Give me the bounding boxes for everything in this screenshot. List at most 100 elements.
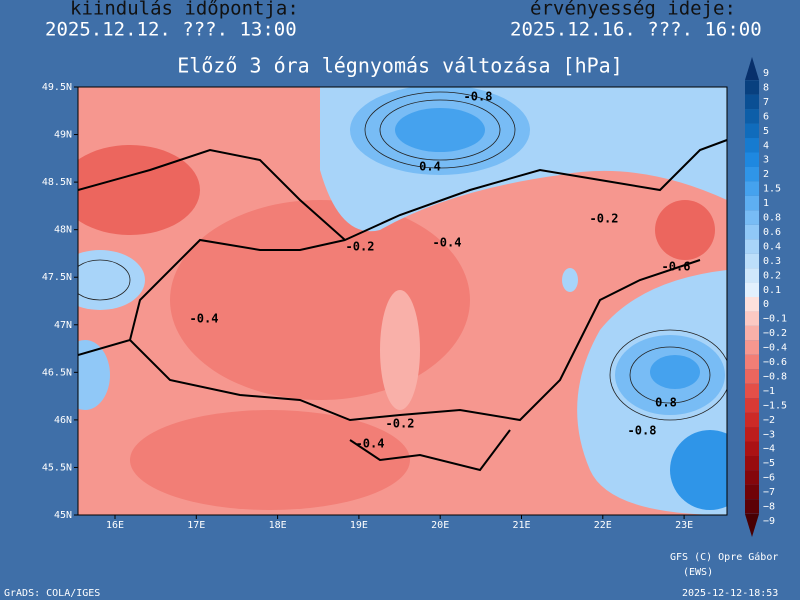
contour-label: -0.4	[190, 312, 219, 326]
colorbar-label: 0.4	[763, 241, 781, 252]
colorbar-label: −1.5	[763, 400, 787, 411]
colorbar-label: 6	[763, 111, 769, 122]
map-field	[78, 87, 727, 515]
colorbar-label: 1	[763, 198, 769, 209]
lat-label: 47N	[54, 320, 72, 331]
colorbar-cell	[745, 123, 759, 139]
colorbar-cell	[745, 138, 759, 153]
colorbar-label: −0.8	[763, 371, 787, 382]
colorbar-cell	[745, 484, 759, 500]
colorbar-label: 5	[763, 126, 769, 137]
grads: GrADS: COLA/IGES	[4, 588, 100, 599]
lon-label: 20E	[431, 520, 449, 531]
colorbar-label: 8	[763, 82, 769, 93]
contour-label: -0.8	[628, 424, 657, 438]
header-time: 2025.12.12. ???. 13:00	[45, 19, 297, 41]
contour-label: -0.2	[346, 240, 375, 254]
colorbar-label: 0.2	[763, 270, 781, 281]
colorbar-label: −0.2	[763, 328, 787, 339]
colorbar-cap	[745, 57, 759, 80]
lon-label: 22E	[594, 520, 612, 531]
lat-label: 46N	[54, 415, 72, 426]
colorbar-cell	[745, 455, 759, 471]
colorbar-label: 0.6	[763, 227, 781, 238]
header-label: érvényesség ideje:	[530, 0, 736, 20]
colorbar-label: −0.1	[763, 314, 787, 325]
colorbar-cell	[745, 268, 759, 283]
colorbar-cell	[745, 297, 759, 312]
lat-label: 49N	[54, 130, 72, 141]
colorbar-label: −0.4	[763, 343, 787, 354]
contour-label: -0.6	[662, 260, 691, 274]
colorbar-cell	[745, 224, 759, 240]
colorbar-label: 1.5	[763, 184, 781, 195]
colorbar-cell	[745, 340, 759, 355]
colorbar-cell	[745, 282, 759, 297]
lon-label: 21E	[512, 520, 530, 531]
colorbar-cell	[745, 94, 759, 110]
colorbar-cell	[745, 325, 759, 341]
contour-label: -0.8	[464, 90, 493, 104]
colorbar-cell	[745, 427, 759, 442]
lat-label: 49.5N	[42, 82, 72, 93]
lon-label: 17E	[187, 520, 205, 531]
colorbar-label: −5	[763, 458, 775, 469]
colorbar-cell	[745, 398, 759, 413]
lat-label: 48N	[54, 225, 72, 236]
colorbar-cap	[745, 514, 759, 537]
lon-label: 19E	[350, 520, 368, 531]
colorbar-label: 3	[763, 155, 769, 166]
header-time: 2025.12.16. ???. 16:00	[510, 19, 762, 41]
contour-label: -0.2	[386, 417, 415, 431]
colorbar-label: −4	[763, 444, 775, 455]
lat-label: 45.5N	[42, 462, 72, 473]
colorbar-label: 0	[763, 299, 769, 310]
colorbar-cell	[745, 311, 759, 326]
colorbar-label: −3	[763, 429, 775, 440]
contour-label: 0.4	[419, 160, 441, 174]
colorbar-cell	[745, 441, 759, 456]
colorbar-label: 4	[763, 140, 769, 151]
contour-label: -0.4	[433, 236, 462, 250]
colorbar-label: −7	[763, 487, 775, 498]
header-label: kiindulás időpontja:	[70, 0, 299, 20]
contour-label: -0.4	[356, 437, 385, 451]
colorbar-label: 0.8	[763, 213, 781, 224]
contour-label: -0.2	[590, 212, 619, 226]
colorbar-cell	[745, 80, 759, 95]
colorbar-label: −0.6	[763, 357, 787, 368]
colorbar-label: 7	[763, 97, 769, 108]
lat-label: 45N	[54, 510, 72, 521]
colorbar-cell	[745, 181, 759, 196]
colorbar-label: 9	[763, 68, 769, 79]
colorbar-label: −8	[763, 502, 775, 513]
colorbar-cell	[745, 195, 759, 211]
colorbar-cell	[745, 152, 759, 167]
stamp: 2025-12-12-18:53	[682, 588, 778, 599]
colorbar-cell	[745, 109, 759, 124]
colorbar-cell	[745, 499, 759, 514]
colorbar-cell	[745, 354, 759, 370]
credit-sub: (EWS)	[683, 567, 713, 578]
lon-label: 16E	[106, 520, 124, 531]
colorbar-cell	[745, 210, 759, 225]
colorbar-label: −9	[763, 516, 775, 527]
colorbar-label: 2	[763, 169, 769, 180]
lat-label: 47.5N	[42, 272, 72, 283]
credit: GFS (C) Opre Gábor	[670, 551, 778, 563]
lon-label: 23E	[675, 520, 693, 531]
colorbar-cell	[745, 166, 759, 182]
map-title: Előző 3 óra légnyomás változása [hPa]	[177, 54, 623, 78]
colorbar-cell	[745, 412, 759, 428]
map-frame	[77, 86, 728, 516]
colorbar-label: 0.1	[763, 285, 781, 296]
colorbar-cell	[745, 369, 759, 384]
lat-label: 48.5N	[42, 177, 72, 188]
colorbar-label: −1	[763, 386, 775, 397]
colorbar-cell	[745, 470, 759, 485]
colorbar-label: −6	[763, 473, 775, 484]
lon-label: 18E	[269, 520, 287, 531]
colorbar-label: −2	[763, 415, 775, 426]
colorbar-cell	[745, 253, 759, 269]
